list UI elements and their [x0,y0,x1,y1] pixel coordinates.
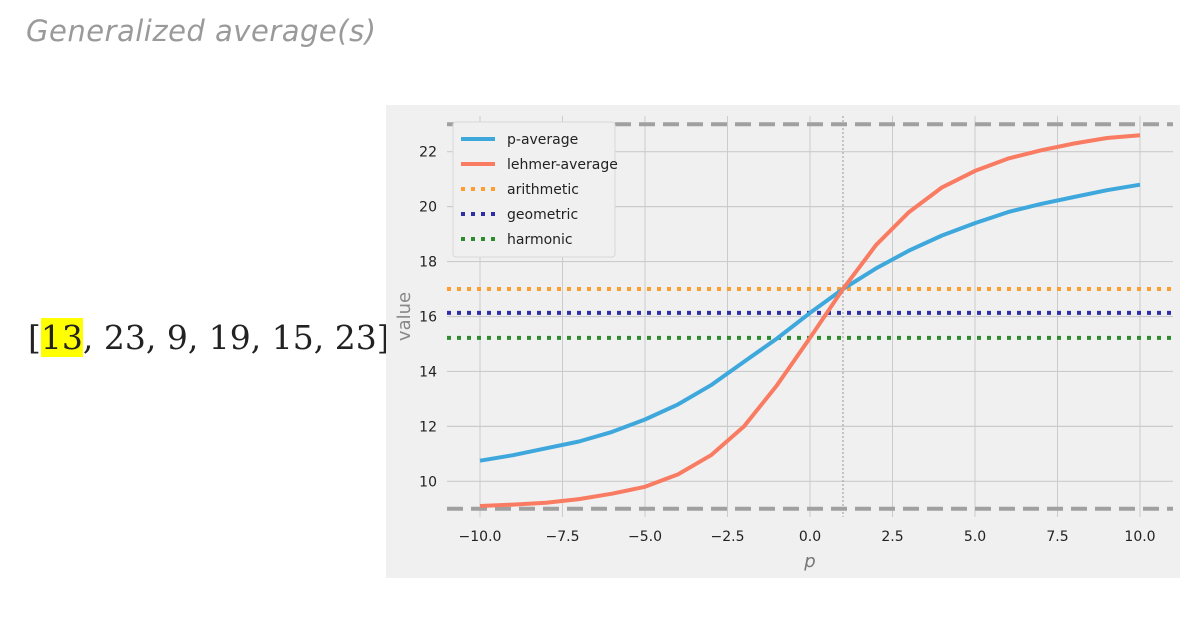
legend-label: arithmetic [507,182,579,198]
value-list: [13, 23, 9, 19, 15, 23] [28,318,390,357]
x-tick-label: 5.0 [964,529,986,545]
chart: −10.0 −7.5 −5.0 −2.5 0.0 2.5 5.0 7.5 10.0 10 12 14 1… [394,116,1173,572]
highlighted-value: 13 [40,318,83,357]
legend: p-average lehmer-average arithmetic geometr… [452,121,618,258]
x-tick-label: 2.5 [881,529,903,545]
legend-label: lehmer-average [507,157,618,173]
legend-box [452,121,616,258]
legend-label: geometric [507,207,578,223]
x-tick-label: −2.5 [711,529,745,545]
x-tick-label: −7.5 [546,529,580,545]
slide-title: Generalized average(s) [26,14,377,48]
y-tick-label: 10 [419,474,437,490]
x-axis-label: p [803,551,815,572]
x-tick-label: −5.0 [628,529,662,545]
list-open-bracket: [ [28,318,41,357]
lehmer-average-line [479,133,1141,508]
legend-label: harmonic [507,232,573,248]
y-tick-label: 12 [419,419,437,435]
x-tick-label: 7.5 [1046,529,1068,545]
y-axis-label: value [394,292,415,341]
chart-figure: −10.0 −7.5 −5.0 −2.5 0.0 2.5 5.0 7.5 10.0 10 12 14 1… [386,105,1180,578]
legend-label: p-average [507,132,578,148]
y-tick-label: 16 [419,310,437,326]
y-tick-label: 22 [419,145,437,161]
y-tick-label: 20 [419,200,437,216]
y-tick-label: 18 [419,255,437,271]
x-tick-label: 0.0 [799,529,821,545]
x-tick-label: −10.0 [459,529,502,545]
x-tick-label: 10.0 [1124,529,1155,545]
list-rest: , 23, 9, 19, 15, 23] [82,318,390,357]
p-average-line [479,182,1141,463]
y-tick-label: 14 [419,364,437,380]
